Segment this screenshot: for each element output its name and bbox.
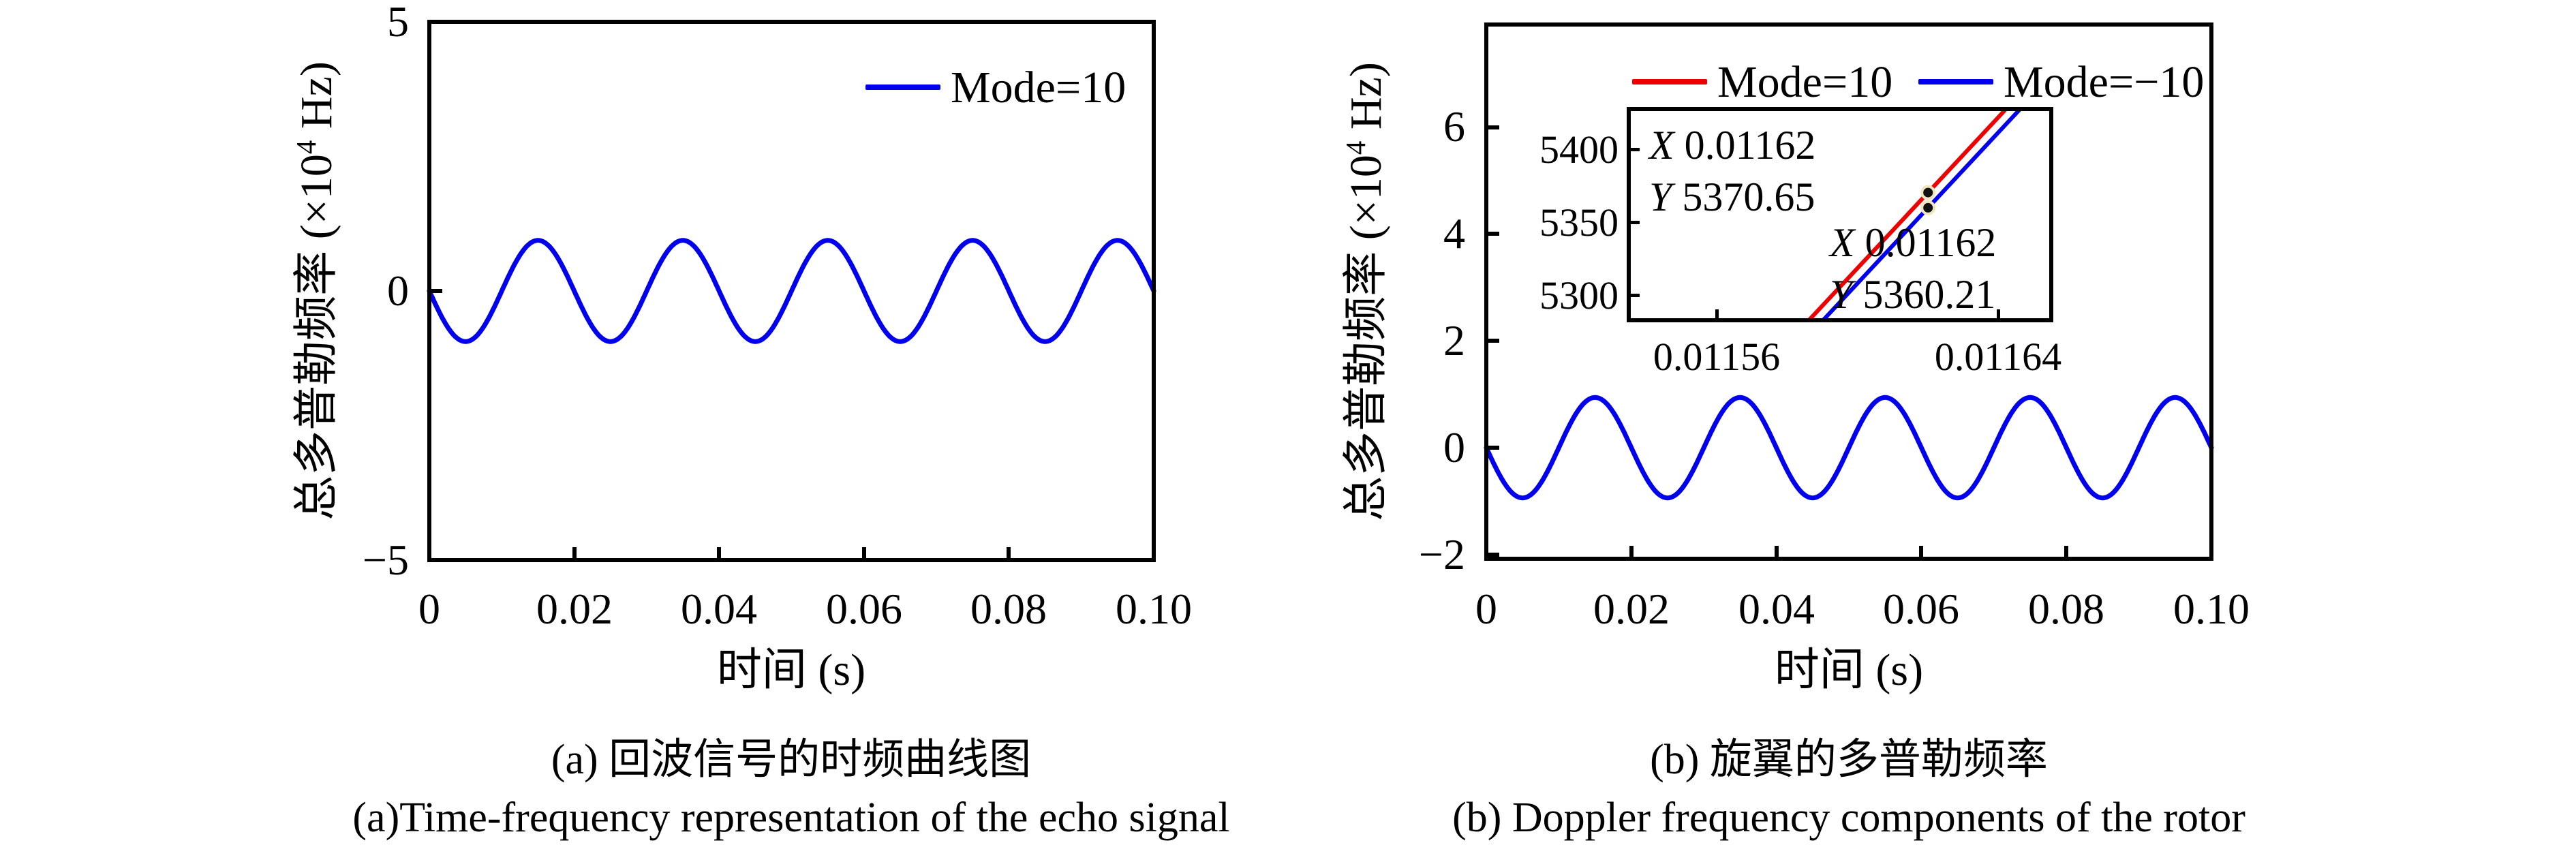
- panel-a-xtick-label: 0.08: [970, 585, 1047, 633]
- panel-a-xtick-label: 0.10: [1116, 585, 1192, 633]
- panel-a-xtick-label: 0.02: [536, 585, 613, 633]
- panel-b-caption-zh: (b) 旋翼的多普勒频率: [1650, 737, 2048, 783]
- x-tick-mark: [2209, 546, 2213, 557]
- panel-a-x-axis-label: 时间 (s): [716, 645, 866, 695]
- panel-b-ytick-label: 2: [1443, 316, 1465, 365]
- panel-b-xtick-label: 0.02: [1593, 585, 1670, 633]
- panel-b-caption-en: (b) Doppler frequency components of the …: [1452, 795, 2245, 841]
- panel-b-legend-line-mode10: [1632, 79, 1707, 84]
- x-tick-mark: [717, 547, 722, 558]
- y-tick-mark: [431, 558, 442, 562]
- x-tick-mark: [1484, 546, 1488, 557]
- datatip-y-value: Y 5360.21: [1830, 272, 1996, 317]
- inset-xtick-label: 0.01164: [1934, 335, 2062, 379]
- panel-a-ytick-label: 0: [387, 266, 409, 315]
- x-tick-mark: [572, 547, 577, 558]
- y-tick-mark: [1488, 552, 1499, 557]
- x-tick-mark: [1152, 547, 1156, 558]
- panel-a-axes-box: [427, 20, 1156, 562]
- inset-datatip-annotation-upper: X 0.01162 Y 5370.65: [1649, 119, 1815, 223]
- inset-datatip-marker-lower: [1920, 200, 1936, 215]
- panel-a-xtick-label: 0: [418, 585, 440, 633]
- panel-b-inset-axes-box: [1627, 107, 2053, 322]
- y-tick-mark: [1488, 125, 1499, 129]
- y-tick-mark: [1488, 232, 1499, 236]
- panel-b-series-mode-minus10: [1484, 395, 2214, 501]
- panel-a-legend-line-mode10: [865, 84, 940, 90]
- panel-a-y-axis-label-sup: 4: [291, 140, 322, 155]
- panel-a-y-axis-label-suffix: Hz): [292, 61, 341, 140]
- panel-b-legend-label-mode-minus10: Mode=−10: [2004, 57, 2205, 107]
- panel-b-legend-line-mode-minus10: [1918, 79, 1993, 84]
- panel-a-caption-en: (a)Time-frequency representation of the …: [352, 795, 1230, 841]
- inset-datatip-annotation-lower: X 0.01162 Y 5360.21: [1830, 217, 1996, 320]
- panel-b-y-axis-label-sup: 4: [1340, 140, 1371, 155]
- panel-b-x-axis-label: 时间 (s): [1774, 645, 1924, 695]
- datatip-y-value: Y 5370.65: [1649, 174, 1815, 219]
- panel-a-xtick-label: 0.06: [826, 585, 902, 633]
- panel-a-y-axis-label: 总多普勒频率 (×104 Hz): [276, 22, 341, 560]
- y-tick-mark: [1488, 339, 1499, 343]
- datatip-x-value: X 0.01162: [1830, 220, 1997, 265]
- y-tick-mark: [1488, 446, 1499, 450]
- panel-a-xtick-label: 0.04: [681, 585, 757, 633]
- panel-b-xtick-label: 0.10: [2173, 585, 2250, 633]
- panel-a-series-mode10: [427, 238, 1156, 344]
- datatip-x-value: X 0.01162: [1649, 123, 1816, 168]
- inset-x-tick-mark: [1715, 309, 1719, 318]
- x-tick-mark: [861, 547, 866, 558]
- y-tick-mark: [431, 289, 442, 293]
- inset-y-tick-mark: [1631, 294, 1640, 298]
- x-tick-mark: [2064, 546, 2069, 557]
- panel-b-xtick-label: 0.08: [2028, 585, 2104, 633]
- x-tick-mark: [1629, 546, 1634, 557]
- panel-a-legend-label-mode10: Mode=10: [951, 63, 1126, 112]
- inset-xtick-label: 0.01156: [1653, 335, 1781, 379]
- inset-datatip-marker-upper: [1920, 185, 1936, 200]
- inset-ytick-label: 5350: [1539, 200, 1619, 245]
- panel-b-y-axis-label: 总多普勒频率 (×104 Hz): [1325, 22, 1391, 561]
- inset-line-mode10: [1807, 107, 2008, 322]
- panel-b-ytick-label: −2: [1418, 530, 1465, 579]
- panel-a-caption-zh: (a) 回波信号的时频曲线图: [551, 737, 1032, 783]
- panel-b-xtick-label: 0.04: [1738, 585, 1815, 633]
- y-tick-mark: [431, 20, 442, 24]
- panel-b-ytick-label: 4: [1443, 209, 1465, 258]
- inset-ytick-label: 5400: [1539, 127, 1619, 172]
- panel-b-y-axis-label-suffix: Hz): [1341, 62, 1391, 141]
- panel-a-y-axis-label-text: 总多普勒频率 (×10: [292, 154, 341, 521]
- x-tick-mark: [1774, 546, 1779, 557]
- x-tick-mark: [427, 547, 431, 558]
- inset-line-mode-minus10: [1821, 107, 2023, 322]
- panel-b-legend-label-mode10: Mode=10: [1717, 57, 1893, 107]
- panel-b-y-axis-label-text: 总多普勒频率 (×10: [1341, 155, 1391, 521]
- inset-y-tick-mark: [1631, 221, 1640, 225]
- panel-b-xtick-label: 0.06: [1883, 585, 1959, 633]
- panel-b-ytick-label: 0: [1443, 423, 1465, 472]
- panel-a-ytick-label: −5: [362, 536, 409, 584]
- panel-b-ytick-label: 6: [1443, 102, 1465, 151]
- inset-x-tick-mark: [1997, 309, 2000, 318]
- x-tick-mark: [1919, 546, 1924, 557]
- inset-ytick-label: 5300: [1539, 273, 1619, 318]
- panel-a-ytick-label: 5: [387, 0, 409, 46]
- panel-b-axes-box: [1484, 22, 2213, 561]
- inset-y-tick-mark: [1631, 148, 1640, 152]
- panel-b-xtick-label: 0: [1475, 585, 1497, 633]
- x-tick-mark: [1007, 547, 1011, 558]
